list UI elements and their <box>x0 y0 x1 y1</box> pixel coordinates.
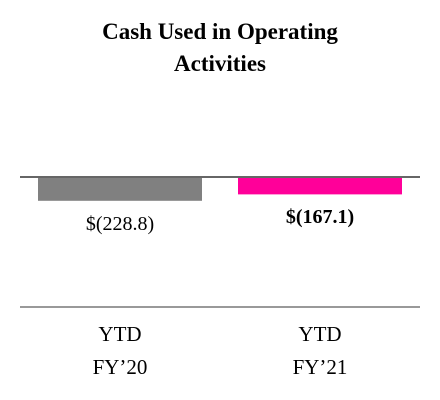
bar <box>238 177 402 195</box>
value-label: $(228.8) <box>85 212 155 235</box>
x-tick-label: YTD FY’21 <box>292 322 348 379</box>
bar <box>38 177 202 201</box>
x-tick-label: YTD FY’20 <box>92 322 148 379</box>
chart-title: Cash Used in Operating Activities <box>102 19 338 76</box>
value-label: $(167.1) <box>285 206 355 229</box>
